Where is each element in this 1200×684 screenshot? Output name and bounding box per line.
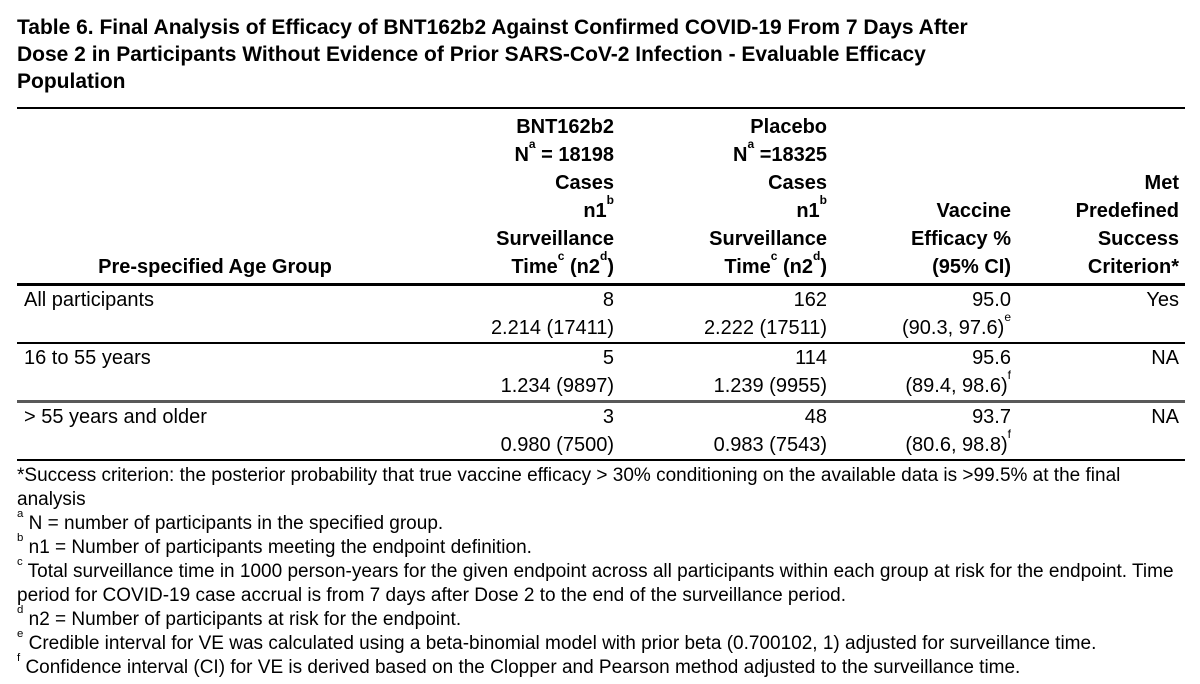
header-line: Cases <box>768 172 827 194</box>
footnote-d: d n2 = Number of participants at risk fo… <box>17 603 462 630</box>
header-line: Vaccine <box>936 200 1011 222</box>
table-row-all-participants: All participants 8 2.214 (17411) 162 2.2… <box>17 284 1185 344</box>
surveillance-value: 0.983 (7543) <box>713 434 827 456</box>
cases-value: 3 <box>602 406 614 428</box>
col-header-bnt162b2: BNT162b2 Na = 18198 Cases n1b Surveillan… <box>415 108 620 286</box>
cell-age-group: 16 to 55 years <box>17 343 415 403</box>
surveillance-value: 2.214 (17411) <box>490 317 614 339</box>
cases-value: 8 <box>602 289 614 311</box>
header-line: Cases <box>555 172 614 194</box>
cell-bnt-cases: 8 2.214 (17411) <box>415 284 620 344</box>
header-line: Surveillance <box>709 228 827 250</box>
header-line: (95% CI) <box>932 256 1011 278</box>
header-line: Efficacy % <box>910 228 1011 250</box>
header-line: Met <box>1144 172 1179 194</box>
cell-vaccine-efficacy: 95.6 (89.4, 98.6)f <box>833 343 1017 403</box>
header-line: n1b <box>583 192 614 222</box>
header-line: Timec (n2d) <box>511 248 614 278</box>
ve-value: 93.7 <box>972 406 1011 428</box>
footnote-e: e Credible interval for VE was calculate… <box>17 627 1097 654</box>
surveillance-value: 0.980 (7500) <box>500 434 614 456</box>
cell-bnt-cases: 3 0.980 (7500) <box>415 401 620 461</box>
header-line: Na =18325 <box>733 136 827 166</box>
table-body: All participants 8 2.214 (17411) 162 2.2… <box>17 284 1185 461</box>
header-line: Pre-specified Age Group <box>98 256 332 278</box>
cases-value: 5 <box>602 347 614 369</box>
surveillance-value: 2.222 (17511) <box>703 317 827 339</box>
cell-placebo-cases: 114 1.239 (9955) <box>620 343 833 403</box>
cell-vaccine-efficacy: 93.7 (80.6, 98.8)f <box>833 401 1017 461</box>
cell-bnt-cases: 5 1.234 (9897) <box>415 343 620 403</box>
cell-met-criterion: Yes <box>1017 284 1185 344</box>
cell-met-criterion: NA <box>1017 343 1185 403</box>
col-header-placebo: Placebo Na =18325 Cases n1b Surveillance… <box>620 108 833 286</box>
header-line: n1b <box>796 192 827 222</box>
footnotes: *Success criterion: the posterior probab… <box>17 464 1177 680</box>
table-header: Pre-specified Age Group BNT162b2 Na = 18… <box>17 108 1185 286</box>
footnote-b: b n1 = Number of participants meeting th… <box>17 531 532 558</box>
col-header-met-criterion: Met Predefined Success Criterion* <box>1017 108 1185 286</box>
surveillance-value: 1.234 (9897) <box>500 375 614 397</box>
cell-placebo-cases: 162 2.222 (17511) <box>620 284 833 344</box>
title-line: Dose 2 in Participants Without Evidence … <box>17 43 926 66</box>
ve-value: 95.0 <box>972 289 1011 311</box>
ve-value: 95.6 <box>972 347 1011 369</box>
footnote-success-criterion: *Success criterion: the posterior probab… <box>17 465 1121 510</box>
header-line: Surveillance <box>496 228 614 250</box>
table-row-16-to-55: 16 to 55 years 5 1.234 (9897) 114 1.239 … <box>17 343 1185 403</box>
cases-value: 48 <box>804 406 827 428</box>
col-header-age-group: Pre-specified Age Group <box>17 108 415 286</box>
header-line: Criterion* <box>1087 256 1179 278</box>
header-line: BNT162b2 <box>516 116 614 138</box>
header-line: Placebo <box>750 116 827 138</box>
efficacy-table: Pre-specified Age Group BNT162b2 Na = 18… <box>17 107 1185 461</box>
cases-value: 162 <box>793 289 827 311</box>
surveillance-value: 1.239 (9955) <box>713 375 827 397</box>
cell-age-group: All participants <box>17 284 415 344</box>
header-line: Success <box>1097 228 1179 250</box>
ci-value: (89.4, 98.6)f <box>905 367 1011 397</box>
cell-placebo-cases: 48 0.983 (7543) <box>620 401 833 461</box>
cell-met-criterion: NA <box>1017 401 1185 461</box>
ci-value: (80.6, 98.8)f <box>905 426 1011 456</box>
header-line: Na = 18198 <box>514 136 614 166</box>
footnote-a: a N = number of participants in the spec… <box>17 507 444 534</box>
cases-value: 114 <box>795 347 827 369</box>
header-row: Pre-specified Age Group BNT162b2 Na = 18… <box>17 108 1185 286</box>
table-title: Table 6. Final Analysis of Efficacy of B… <box>17 14 1185 95</box>
ci-value: (90.3, 97.6)e <box>902 309 1011 339</box>
title-line: Table 6. Final Analysis of Efficacy of B… <box>17 16 968 39</box>
table-row-over-55: > 55 years and older 3 0.980 (7500) 48 0… <box>17 401 1185 461</box>
title-line: Population <box>17 70 126 93</box>
cell-age-group: > 55 years and older <box>17 401 415 461</box>
footnote-f: f Confidence interval (CI) for VE is der… <box>17 651 1021 678</box>
col-header-vaccine-efficacy: Vaccine Efficacy % (95% CI) <box>833 108 1017 286</box>
header-line: Predefined <box>1075 200 1179 222</box>
header-line: Timec (n2d) <box>724 248 827 278</box>
cell-vaccine-efficacy: 95.0 (90.3, 97.6)e <box>833 284 1017 344</box>
footnote-c: c Total surveillance time in 1000 person… <box>17 555 1174 606</box>
